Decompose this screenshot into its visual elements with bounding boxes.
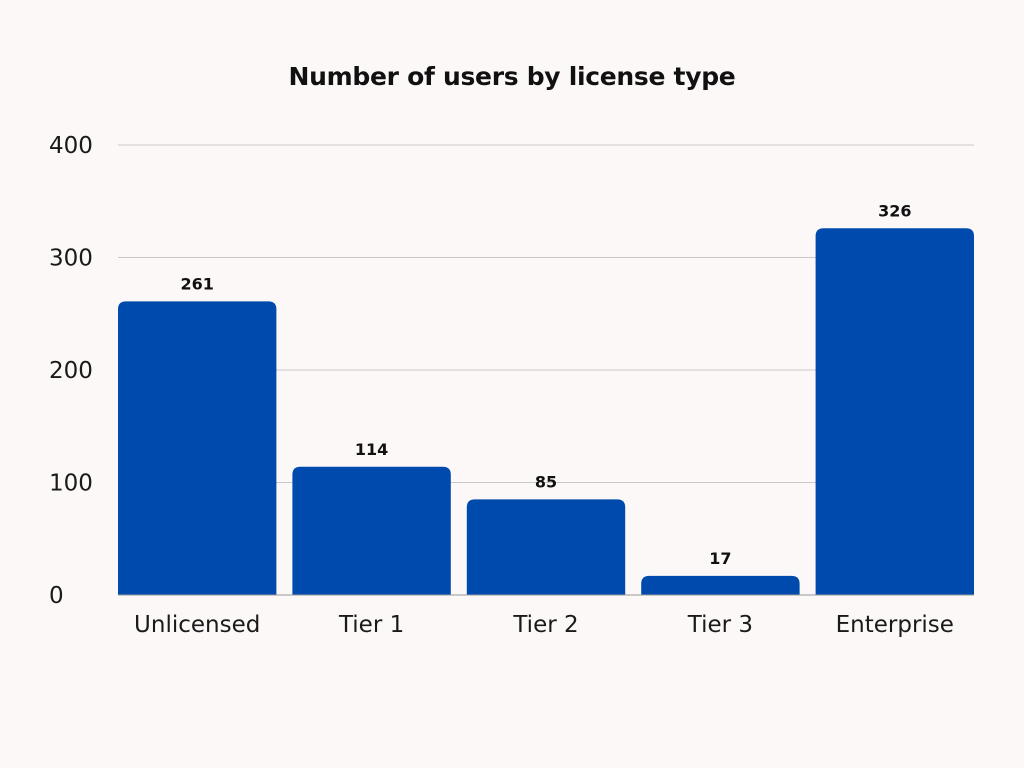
- y-tick-label: 100: [49, 471, 93, 497]
- x-tick-label: Tier 3: [687, 612, 753, 638]
- x-tick-label: Tier 2: [512, 612, 578, 638]
- y-tick-label: 400: [49, 133, 93, 159]
- x-tick-label: Tier 1: [338, 612, 404, 638]
- data-label: 326: [878, 201, 911, 220]
- bar-unlicensed: [118, 301, 277, 595]
- x-tick-label: Enterprise: [836, 612, 954, 638]
- bar-tier-2: [466, 499, 626, 595]
- data-label: 85: [535, 472, 557, 491]
- chart-title: Number of users by license type: [288, 62, 736, 91]
- data-label: 261: [180, 274, 213, 293]
- bar-tier-3: [641, 575, 800, 595]
- y-tick-label: 300: [49, 246, 93, 272]
- y-tick-label: 0: [49, 583, 64, 609]
- data-label: 114: [355, 440, 388, 459]
- bar-tier-1: [292, 466, 451, 595]
- y-tick-label: 200: [49, 358, 93, 384]
- x-tick-label: Unlicensed: [134, 612, 260, 638]
- data-label: 17: [709, 549, 731, 568]
- bar-enterprise: [815, 228, 974, 595]
